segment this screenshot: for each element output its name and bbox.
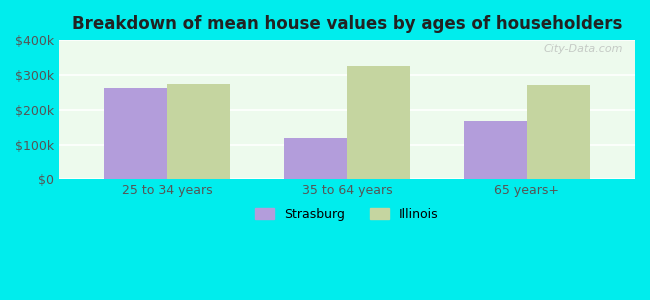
Title: Breakdown of mean house values by ages of householders: Breakdown of mean house values by ages o… xyxy=(72,15,622,33)
Bar xyxy=(167,84,230,179)
Text: City-Data.com: City-Data.com xyxy=(544,44,623,54)
Bar xyxy=(464,121,527,179)
Bar xyxy=(527,85,590,179)
Bar xyxy=(104,88,167,179)
Bar xyxy=(284,138,347,179)
Legend: Strasburg, Illinois: Strasburg, Illinois xyxy=(250,203,443,226)
Bar xyxy=(347,66,410,179)
